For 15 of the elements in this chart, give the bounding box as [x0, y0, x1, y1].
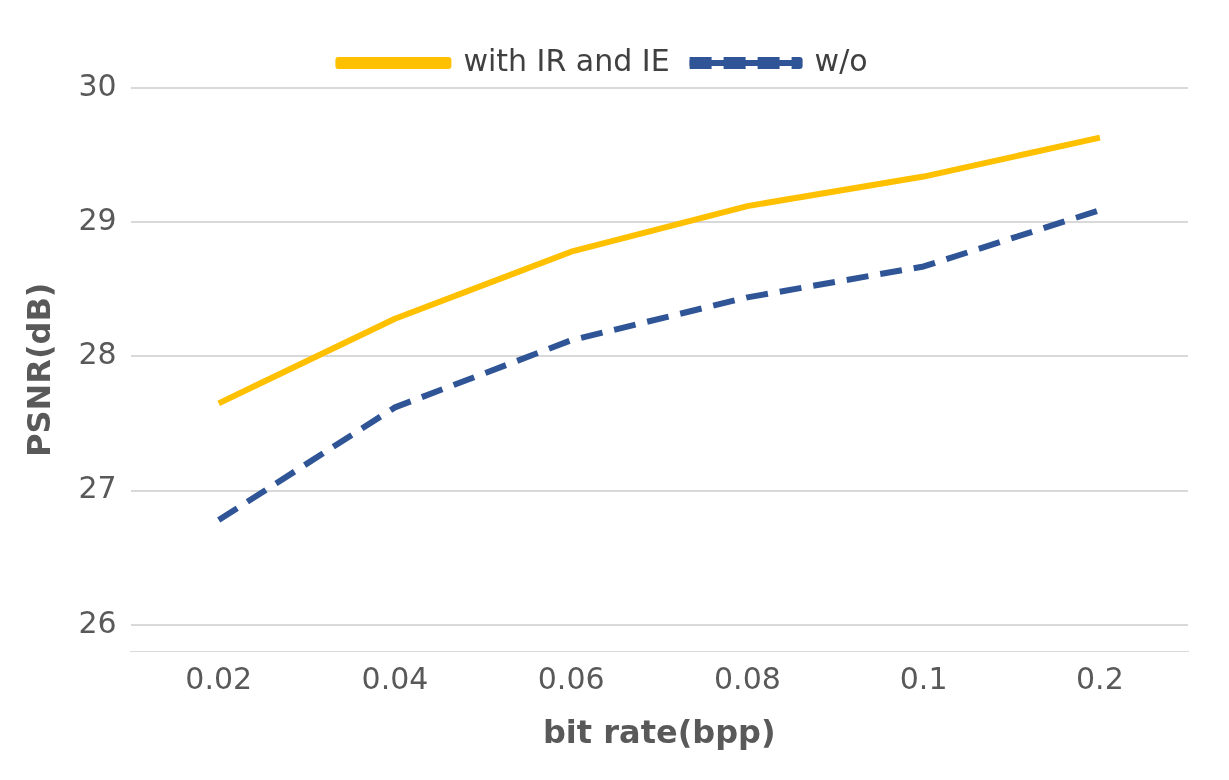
x-axis-title: bit rate(bpp) — [542, 713, 776, 752]
x-tick-label: 0.2 — [1076, 661, 1124, 697]
y-tick-label: 26 — [78, 604, 117, 640]
x-tick-label: 0.06 — [537, 661, 605, 697]
y-tick-label: 28 — [78, 336, 117, 372]
x-tick-label: 0.02 — [185, 661, 253, 697]
y-tick-label: 30 — [78, 67, 117, 103]
x-tick-label: 0.08 — [714, 661, 781, 697]
y-tick-label: 29 — [78, 201, 117, 237]
y-tick-label: 27 — [78, 470, 117, 506]
x-tick-label: 0.1 — [899, 661, 948, 697]
legend-label: with IR and IE — [463, 42, 670, 78]
x-tick-label: 0.04 — [361, 661, 429, 697]
legend-label: w/o — [814, 42, 868, 78]
y-axis-title: PSNR(dB) — [19, 282, 58, 458]
